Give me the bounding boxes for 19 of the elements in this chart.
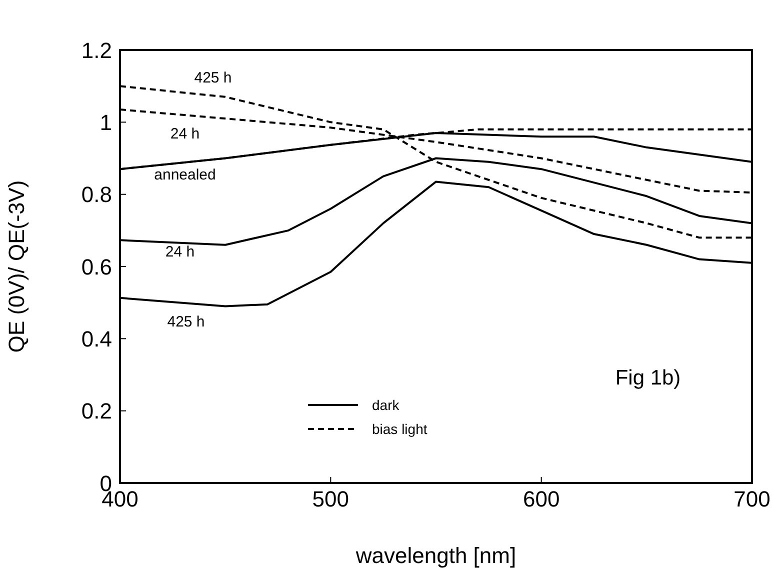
y-tick-label: 0.2 xyxy=(81,398,112,424)
annotation: 425 h xyxy=(167,314,205,330)
annotation: annealed xyxy=(154,166,216,184)
y-tick-label: 1 xyxy=(100,110,112,135)
annotation: 24 h xyxy=(170,126,200,142)
legend-label: bias light xyxy=(372,421,428,437)
y-tick-label: 1.2 xyxy=(81,38,112,63)
x-axis-title: wavelength [nm] xyxy=(354,543,516,568)
x-tick-label: 700 xyxy=(734,486,770,512)
annotation: Fig 1b) xyxy=(615,366,681,390)
x-tick-label: 600 xyxy=(522,486,560,512)
y-axis-title: QE (0V)/ QE(-3V) xyxy=(4,180,29,353)
annotation: 24 h xyxy=(165,244,195,260)
y-tick-label: 0.6 xyxy=(81,254,112,280)
annotation: 425 h xyxy=(194,70,232,86)
y-tick-label: 0.4 xyxy=(81,326,112,352)
x-tick-label: 500 xyxy=(312,486,350,512)
y-tick-label: 0.8 xyxy=(81,182,112,208)
legend-label: dark xyxy=(372,397,400,413)
